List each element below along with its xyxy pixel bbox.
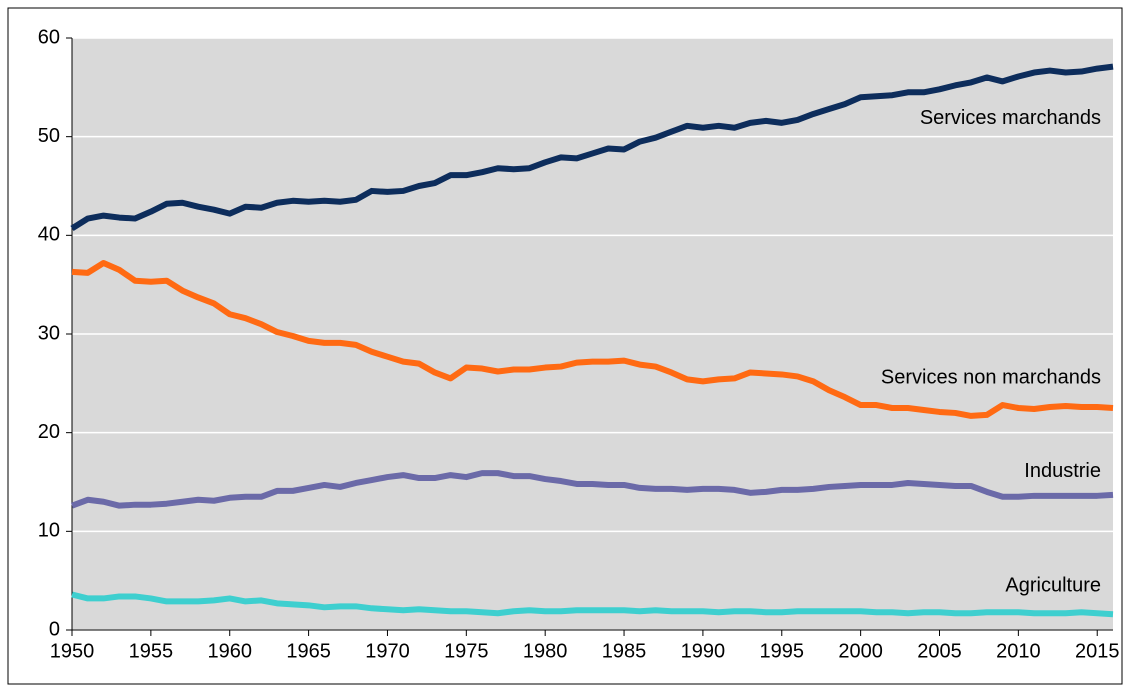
y-tick-label: 10 bbox=[38, 520, 60, 542]
x-tick-label: 1950 bbox=[50, 640, 95, 662]
x-tick-label: 1990 bbox=[681, 640, 726, 662]
x-tick-label: 1960 bbox=[207, 640, 252, 662]
x-tick-label: 2005 bbox=[917, 640, 962, 662]
x-tick-label: 2010 bbox=[996, 640, 1041, 662]
y-tick-label: 0 bbox=[49, 618, 60, 640]
series-line bbox=[70, 470, 1114, 509]
series-label: Agriculture bbox=[1005, 574, 1101, 596]
series-label: Services non marchands bbox=[881, 366, 1101, 388]
series-label: Industrie bbox=[1024, 460, 1101, 482]
x-tick-label: 1965 bbox=[286, 640, 331, 662]
series-line bbox=[71, 259, 1114, 419]
x-tick-label: 1955 bbox=[129, 640, 174, 662]
y-tick-label: 50 bbox=[38, 125, 60, 147]
y-tick-label: 40 bbox=[38, 224, 60, 246]
y-tick-label: 30 bbox=[38, 322, 60, 344]
frame bbox=[7, 7, 1123, 685]
x-tick-label: 1975 bbox=[444, 640, 489, 662]
series-line bbox=[71, 591, 1114, 618]
x-tick-label: 2000 bbox=[838, 640, 883, 662]
y-tick-label: 60 bbox=[38, 26, 60, 48]
y-tick-label: 20 bbox=[38, 421, 60, 443]
x-tick-label: 1970 bbox=[365, 640, 410, 662]
series-line bbox=[70, 63, 1114, 231]
x-tick-label: 1995 bbox=[760, 640, 805, 662]
x-tick-label: 1985 bbox=[602, 640, 647, 662]
series-label: Services marchands bbox=[920, 107, 1101, 129]
x-tick-label: 1980 bbox=[523, 640, 568, 662]
x-tick-label: 2015 bbox=[1075, 640, 1120, 662]
